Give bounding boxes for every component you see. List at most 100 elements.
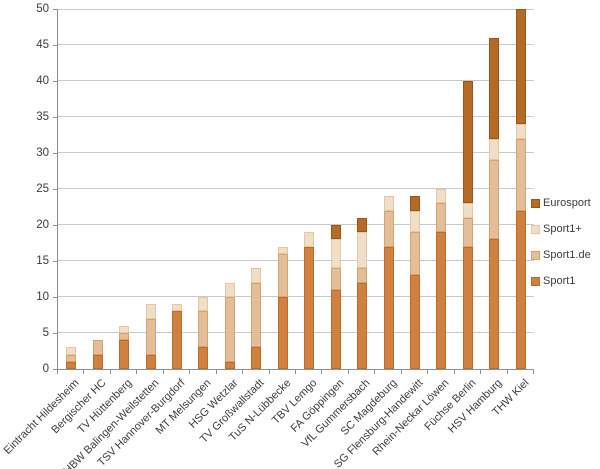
bar-segment-sport1+ xyxy=(224,282,235,298)
y-axis-tick xyxy=(53,297,57,298)
bar-segment-sport1-de xyxy=(515,138,526,211)
bar-11 xyxy=(330,225,341,369)
y-axis-tick xyxy=(53,153,57,154)
y-tick-label: 0 xyxy=(42,363,49,375)
x-axis-tick xyxy=(216,370,217,374)
bar-10 xyxy=(304,232,315,369)
bar-segment-sport1 xyxy=(462,246,473,369)
x-axis-tick xyxy=(242,370,243,374)
bar-segment-sport1-de xyxy=(410,232,420,276)
gridline xyxy=(58,296,534,297)
bar-segment-sport1+ xyxy=(462,203,473,218)
legend-label: Sport1 xyxy=(543,275,576,287)
y-tick-label: 30 xyxy=(36,147,49,159)
gridline xyxy=(58,152,534,153)
bar-12 xyxy=(357,217,368,369)
x-axis-tick xyxy=(163,370,164,374)
plot-area xyxy=(57,9,534,370)
bar-segment-sport1+ xyxy=(198,297,209,312)
bar-segment-sport1 xyxy=(145,354,156,369)
y-axis-tick xyxy=(53,45,57,46)
bar-2 xyxy=(92,340,103,369)
bar-segment-sport1-de xyxy=(66,354,77,362)
bar-segment-sport1-de xyxy=(145,318,156,355)
x-axis-tick xyxy=(480,370,481,374)
x-axis-tick xyxy=(83,370,84,374)
bar-16 xyxy=(462,81,473,369)
bar-segment-sport1-de xyxy=(198,311,209,348)
bar-18 xyxy=(515,9,526,369)
y-axis-tick xyxy=(53,9,57,10)
x-axis-tick xyxy=(269,370,270,374)
y-tick-label: 10 xyxy=(36,291,49,303)
legend-swatch-icon xyxy=(531,250,540,260)
gridline xyxy=(58,9,534,10)
bar-9 xyxy=(277,246,288,369)
y-tick-label: 25 xyxy=(36,183,49,195)
bar-segment-eurosport xyxy=(489,37,500,139)
bar-segment-sport1+ xyxy=(357,232,368,269)
legend-swatch-icon xyxy=(531,276,540,286)
bar-15 xyxy=(436,189,447,369)
x-axis-tick xyxy=(57,370,58,374)
bar-segment-sport1+ xyxy=(515,124,526,139)
bar-segment-sport1 xyxy=(410,275,420,369)
bar-5 xyxy=(172,304,182,369)
bar-6 xyxy=(198,297,209,369)
x-axis-tick xyxy=(427,370,428,374)
x-axis-tick xyxy=(454,370,455,374)
y-tick-label: 20 xyxy=(36,219,49,231)
bar-segment-sport1+ xyxy=(251,268,262,283)
bar-segment-sport1+ xyxy=(436,189,447,204)
bar-segment-sport1 xyxy=(277,297,288,369)
bar-segment-sport1-de xyxy=(119,333,130,341)
bar-17 xyxy=(489,37,500,369)
y-tick-label: 50 xyxy=(36,3,49,15)
bar-segment-sport1 xyxy=(251,347,262,369)
x-axis-tick xyxy=(507,370,508,374)
bar-1 xyxy=(66,347,77,369)
bar-segment-sport1-de xyxy=(277,253,288,297)
bar-segment-sport1-de xyxy=(462,217,473,247)
gridline xyxy=(58,188,534,189)
bar-14 xyxy=(410,196,420,369)
y-tick-label: 15 xyxy=(36,255,49,267)
bar-4 xyxy=(145,304,156,369)
bar-segment-sport1 xyxy=(489,239,500,369)
y-tick-label: 45 xyxy=(36,39,49,51)
bar-segment-sport1+ xyxy=(277,246,288,254)
bar-segment-sport1+ xyxy=(304,232,315,247)
bar-segment-sport1+ xyxy=(66,347,77,355)
bar-segment-sport1+ xyxy=(119,325,130,334)
y-axis-tick xyxy=(53,333,57,334)
bar-13 xyxy=(383,196,394,369)
gridline xyxy=(58,116,534,117)
x-axis-tick xyxy=(295,370,296,374)
legend-item-sport1: Sport1 xyxy=(531,275,575,287)
bar-segment-sport1+ xyxy=(410,210,420,233)
bar-segment-sport1+ xyxy=(489,138,500,161)
gridline xyxy=(58,260,534,261)
bar-segment-sport1+ xyxy=(145,304,156,319)
bar-segment-eurosport xyxy=(410,196,420,211)
x-axis-tick xyxy=(136,370,137,374)
x-axis-tick xyxy=(348,370,349,374)
x-axis-tick xyxy=(374,370,375,374)
bar-segment-sport1 xyxy=(383,246,394,369)
bar-segment-sport1+ xyxy=(330,239,341,269)
bar-segment-sport1-de xyxy=(489,160,500,240)
bar-segment-sport1 xyxy=(66,361,77,369)
y-axis-tick xyxy=(53,81,57,82)
bar-7 xyxy=(224,282,235,369)
legend-label: Sport1+ xyxy=(543,223,582,235)
bar-segment-sport1-de xyxy=(357,268,368,283)
y-tick-label: 35 xyxy=(36,111,49,123)
x-axis-tick xyxy=(533,370,534,374)
bar-segment-sport1 xyxy=(330,289,341,369)
legend-item-eurosport: Eurosport xyxy=(531,197,591,209)
bar-segment-eurosport xyxy=(357,217,368,233)
bar-segment-sport1 xyxy=(119,340,130,369)
x-axis-tick xyxy=(110,370,111,374)
legend-item-sport1-de: Sport1.de xyxy=(531,249,591,261)
